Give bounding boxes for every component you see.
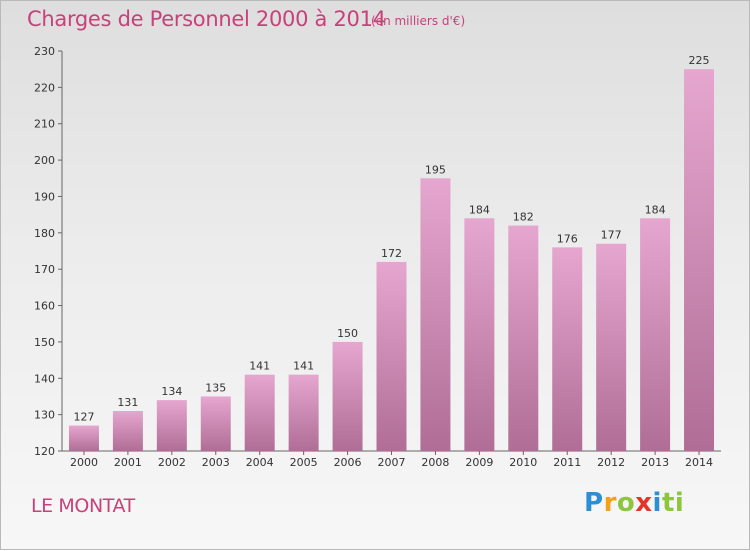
chart-unit: (en milliers d'€) <box>371 14 466 28</box>
data-label: 141 <box>293 360 314 373</box>
proxiti-logo: Proxiti <box>584 488 684 518</box>
chart-title: Charges de Personnel 2000 à 2014 <box>27 7 386 31</box>
bar <box>376 261 407 451</box>
data-label: 150 <box>337 327 358 340</box>
bar <box>420 178 451 452</box>
y-tick-label: 210 <box>34 118 55 131</box>
data-label: 184 <box>645 203 666 216</box>
data-label: 135 <box>205 381 226 394</box>
y-tick-label: 120 <box>34 445 55 458</box>
y-tick-label: 230 <box>34 45 55 58</box>
bar <box>288 374 319 451</box>
bar <box>68 425 99 451</box>
x-tick-label: 2007 <box>378 456 406 469</box>
logo-letter: P <box>584 488 604 518</box>
logo-letter: r <box>603 488 617 518</box>
x-tick-label: 2003 <box>202 456 230 469</box>
place-name: LE MONTAT <box>31 495 135 517</box>
x-tick-label: 2011 <box>553 456 581 469</box>
data-label: 134 <box>161 385 182 398</box>
data-label: 182 <box>513 211 534 224</box>
bar <box>508 225 539 451</box>
y-tick-label: 150 <box>34 336 55 349</box>
logo-letter: x <box>635 488 653 518</box>
x-tick-label: 2001 <box>114 456 142 469</box>
x-tick-label: 2009 <box>465 456 493 469</box>
bar <box>596 243 627 451</box>
bar <box>156 400 187 451</box>
bar <box>684 69 715 451</box>
x-tick-label: 2004 <box>246 456 274 469</box>
bar <box>640 218 671 451</box>
bar <box>464 218 495 451</box>
data-label: 172 <box>381 247 402 260</box>
data-label: 177 <box>601 229 622 242</box>
x-tick-label: 2010 <box>509 456 537 469</box>
x-tick-label: 2012 <box>597 456 625 469</box>
y-tick-label: 190 <box>34 190 55 203</box>
logo-letter: i <box>652 488 662 518</box>
logo-letter: ti <box>661 488 685 518</box>
bar <box>332 341 363 451</box>
y-tick-label: 140 <box>34 372 55 385</box>
y-tick-label: 180 <box>34 227 55 240</box>
y-tick-label: 220 <box>34 81 55 94</box>
data-label: 184 <box>469 203 490 216</box>
x-tick-label: 2006 <box>334 456 362 469</box>
data-label: 127 <box>73 411 94 424</box>
data-label: 176 <box>557 232 578 245</box>
bar <box>244 374 275 451</box>
y-tick-label: 200 <box>34 154 55 167</box>
bar <box>552 247 583 451</box>
bar <box>112 411 143 451</box>
data-label: 131 <box>117 396 138 409</box>
x-tick-label: 2002 <box>158 456 186 469</box>
bar <box>200 396 231 451</box>
x-tick-label: 2008 <box>421 456 449 469</box>
y-tick-label: 170 <box>34 263 55 276</box>
logo-letter: o <box>616 488 636 518</box>
y-tick-label: 160 <box>34 300 55 313</box>
y-tick-label: 130 <box>34 409 55 422</box>
data-label: 225 <box>689 54 710 67</box>
data-label: 141 <box>249 360 270 373</box>
x-tick-label: 2000 <box>70 456 98 469</box>
x-tick-label: 2014 <box>685 456 713 469</box>
x-tick-label: 2005 <box>290 456 318 469</box>
x-tick-label: 2013 <box>641 456 669 469</box>
data-label: 195 <box>425 163 446 176</box>
